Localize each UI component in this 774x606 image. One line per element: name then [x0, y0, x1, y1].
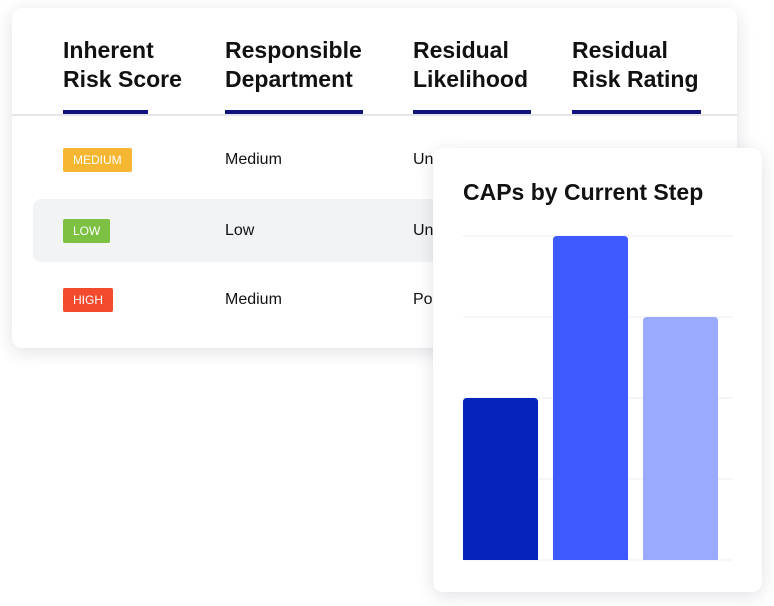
table-cell: Medium: [225, 151, 282, 168]
table-cell: Un: [413, 222, 434, 239]
header-divider: [12, 114, 737, 116]
table-cell: Po: [413, 291, 433, 308]
risk-badge: HIGH: [63, 288, 113, 312]
header-underline: [572, 110, 701, 114]
column-header: Inherent Risk Score: [63, 37, 182, 92]
header-underline: [225, 110, 363, 114]
bar: [643, 317, 718, 560]
column-header: Residual Risk Rating: [572, 37, 699, 92]
risk-badge: LOW: [63, 219, 111, 243]
bar: [463, 398, 538, 560]
table-cell: Un: [413, 151, 434, 168]
chart-title: CAPs by Current Step: [463, 179, 703, 205]
risk-badge: MEDIUM: [63, 148, 132, 172]
header-underline: [413, 110, 531, 114]
table-cell: Medium: [225, 291, 282, 308]
chart: CAPs by Current Step: [463, 179, 733, 561]
chart-card: CAPs by Current Step: [433, 148, 762, 592]
header-underline: [63, 110, 148, 114]
table-cell: Low: [225, 222, 255, 239]
column-header: Residual Likelihood: [413, 37, 528, 92]
column-header: Responsible Department: [225, 37, 362, 92]
bar: [553, 236, 628, 560]
